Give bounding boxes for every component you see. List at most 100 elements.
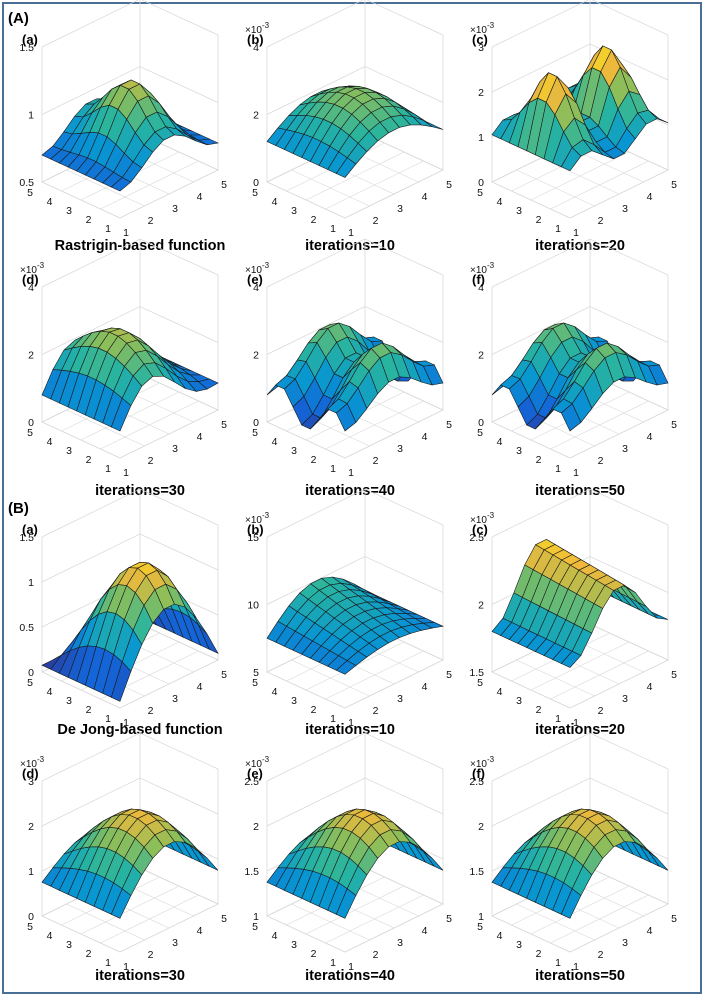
panel-caption: De Jong-based function [57, 722, 222, 738]
z-tick-label: 4 [253, 282, 259, 294]
surface-patch [335, 403, 357, 432]
z-gridline [491, 306, 669, 355]
x-tick-label: 4 [197, 681, 203, 693]
surface-mesh [491, 539, 669, 668]
y-tick-label: 4 [497, 686, 503, 698]
surface-patch [110, 888, 132, 919]
z-exponent-power: -3 [37, 755, 45, 764]
z-exponent: ×10-3 [245, 21, 270, 36]
y-tick-label: 5 [477, 427, 483, 439]
y-tick-label: 2 [536, 214, 542, 226]
z-exponent-power: -3 [487, 511, 495, 520]
z-gridline [491, 777, 669, 827]
z-tick-label: 0.5 [19, 622, 34, 634]
y-tick-label: 4 [272, 930, 278, 942]
z-tick-label: 1 [253, 911, 259, 923]
panel-label: (b) [247, 32, 264, 47]
x-tick-label: 2 [373, 949, 379, 961]
panel-label: (c) [472, 522, 488, 537]
z-exponent: ×10-3 [470, 261, 495, 276]
y-tick-label: 5 [477, 921, 483, 933]
y-tick-label: 3 [516, 939, 522, 951]
x-tick-label: 2 [373, 455, 379, 467]
x-tick-label: 4 [422, 681, 428, 693]
x-tick-label: 4 [422, 431, 428, 443]
x-tick-label: 4 [422, 191, 428, 203]
z-tick-label: 2 [28, 821, 34, 833]
y-tick-label: 4 [272, 686, 278, 698]
panel-label: (a) [22, 32, 38, 47]
x-tick-label: 1 [348, 227, 354, 239]
z-tick-label: 1 [28, 577, 34, 589]
z-exponent: ×10-3 [245, 511, 270, 526]
z-gridline [41, 238, 219, 288]
section-label-a: (A) [8, 10, 29, 27]
z-tick-label: 2 [253, 110, 259, 122]
y-tick-label: 1 [330, 223, 336, 235]
x-tick-label: 4 [647, 681, 653, 693]
x-tick-label: 3 [172, 937, 178, 949]
panel-label: (f) [472, 766, 485, 781]
y-tick-label: 3 [66, 205, 72, 217]
y-tick-label: 5 [252, 921, 258, 933]
y-tick-label: 4 [497, 930, 503, 942]
x-tick-label: 2 [148, 215, 154, 227]
panel-a-f: 0 2 4 1 2 3 4 5 1 2 3 4 5 (f)×10-3 iterations=50 [470, 238, 677, 499]
z-exponent-power: -3 [487, 261, 495, 270]
x-tick-label: 3 [172, 693, 178, 705]
x-tick-label: 1 [348, 961, 354, 973]
y-tick-label: 1 [555, 713, 561, 725]
z-exponent: ×10-3 [245, 261, 270, 276]
x-tick-label: 5 [221, 179, 227, 191]
surface-mesh [41, 327, 219, 432]
panel-b-a: 0 0.5 1 1.5 1 2 3 4 5 1 2 3 4 5 (a) De Jong-based funct… [19, 488, 227, 738]
x-tick-label: 2 [598, 455, 604, 467]
z-tick-label: 1.5 [19, 42, 34, 54]
y-tick-label: 5 [252, 187, 258, 199]
panel-a-c: 0 1 2 3 1 2 3 4 5 1 2 3 4 5 (c)×10-3 iterations=20 [470, 0, 677, 254]
x-tick-label: 3 [622, 443, 628, 455]
z-tick-label: 0.5 [19, 177, 34, 189]
x-tick-label: 2 [148, 705, 154, 717]
y-tick-label: 2 [311, 704, 317, 716]
x-tick-label: 1 [123, 467, 129, 479]
y-gridline [80, 885, 180, 935]
y-tick-label: 1 [555, 223, 561, 235]
z-gridline [266, 238, 444, 288]
x-tick-label: 1 [573, 717, 579, 729]
z-gridline [266, 556, 444, 605]
surface-mesh [41, 561, 219, 702]
y-tick-label: 2 [86, 704, 92, 716]
surface-mesh [491, 45, 669, 172]
z-tick-label: 3 [28, 776, 34, 788]
y-tick-label: 4 [272, 196, 278, 208]
y-tick-label: 1 [105, 463, 111, 475]
panel-caption: iterations=20 [535, 238, 625, 254]
y-tick-label: 1 [105, 223, 111, 235]
y-tick-label: 5 [27, 427, 33, 439]
x-tick-label: 2 [148, 949, 154, 961]
x-tick-label: 3 [172, 443, 178, 455]
z-tick-label: 0 [28, 911, 34, 923]
panel-caption: iterations=50 [535, 483, 625, 499]
y-tick-label: 2 [311, 948, 317, 960]
surface-patch [560, 147, 582, 172]
z-gridline [266, 0, 444, 48]
y-tick-label: 3 [66, 939, 72, 951]
x-gridline [139, 623, 219, 661]
x-tick-label: 5 [671, 419, 677, 431]
panel-label: (d) [22, 272, 39, 287]
x-tick-label: 3 [397, 937, 403, 949]
y-tick-label: 5 [27, 677, 33, 689]
z-tick-label: 2 [28, 350, 34, 362]
z-gridline [41, 533, 219, 583]
y-tick-label: 2 [536, 704, 542, 716]
panel-label: (c) [472, 32, 488, 47]
panel-caption: iterations=20 [535, 722, 625, 738]
z-tick-label: 4 [478, 282, 484, 294]
z-tick-label: 0 [253, 177, 259, 189]
x-tick-label: 5 [446, 669, 452, 681]
x-tick-label: 5 [221, 669, 227, 681]
